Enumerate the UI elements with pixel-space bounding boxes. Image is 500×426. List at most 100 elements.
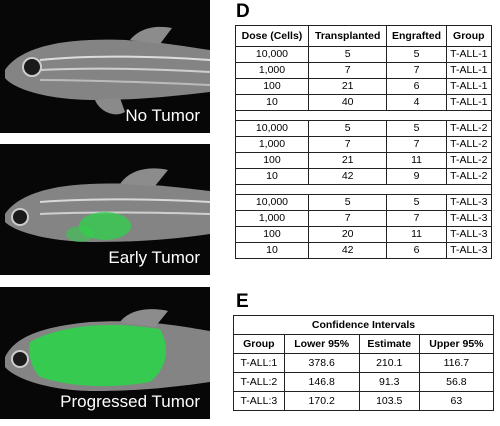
table-cell: 1,000 [235,210,309,227]
table-cell: 20 [307,226,388,243]
confidence-title-row: Confidence Intervals [233,315,494,335]
zebrafish-c-image [5,309,210,391]
table-cell: 9 [386,168,447,185]
table-cell: T-ALL-2 [445,152,493,169]
table-cell: 40 [307,94,388,111]
table-row: 100 20 11 T-ALL-3 [235,226,493,243]
table-cell: T-ALL-1 [445,46,493,63]
table-cell: 11 [386,152,447,169]
panel-e-letter: E [236,291,249,312]
table-cell: 10,000 [235,194,309,211]
table-cell: T-ALL-1 [445,94,493,111]
table-cell: T-ALL-3 [445,194,493,211]
table-cell: T-ALL:3 [233,391,285,411]
table-cell: 100 [235,78,309,95]
table-cell: 11 [386,226,447,243]
zebrafish-photo-no-tumor: No Tumor [0,0,210,133]
table-cell: 5 [307,46,388,63]
table-cell: 56.8 [418,372,495,392]
table-row: 1,000 7 7 T-ALL-1 [235,62,493,79]
table-cell: 6 [386,242,447,259]
caption-progressed-tumor: Progressed Tumor [60,392,200,411]
table-cell: 6 [386,78,447,95]
table-cell: T-ALL-1 [445,62,493,79]
table-cell: 10,000 [235,120,309,137]
panel-d-letter: D [236,1,250,22]
table-cell: 21 [307,78,388,95]
table-cell: T-ALL-3 [445,226,493,243]
header-dose: Dose (Cells) [235,25,309,47]
table-cell: 378.6 [283,353,360,373]
table-cell: 1,000 [235,62,309,79]
confidence-table-body: T-ALL:1 378.6 210.1 116.7 T-ALL:2 146.8 91.3 56… [233,353,495,411]
table-row: T-ALL:1 378.6 210.1 116.7 [233,353,495,373]
zebrafish-a-image [5,26,210,115]
table-cell: 170.2 [283,391,360,411]
table-cell: 10 [235,242,309,259]
table-cell: T-ALL:2 [233,372,285,392]
engraftment-table-body: 10,000 5 5 T-ALL-1 1,000 7 7 T-ALL-1 100 21 6 T-ALL… [235,46,493,259]
header-engrafted: Engrafted [386,25,447,47]
table-cell: 91.3 [358,372,420,392]
group-separator-cell [235,184,492,195]
table-cell: 100 [235,226,309,243]
table-cell: 5 [386,120,447,137]
table-row: T-ALL:2 146.8 91.3 56.8 [233,372,495,392]
confidence-header-row: Group Lower 95% Estimate Upper 95% [233,334,495,354]
header-estimate: Estimate [358,334,420,354]
table-cell: 21 [307,152,388,169]
confidence-title: Confidence Intervals [233,315,494,335]
engraftment-table-header-row: Dose (Cells) Transplanted Engrafted Grou… [235,25,493,47]
table-cell: 5 [307,194,388,211]
group-separator [235,184,492,195]
zebrafish-photo-early-tumor: Early Tumor [0,144,210,275]
table-cell: T-ALL-3 [445,210,493,227]
table-row: 100 21 11 T-ALL-2 [235,152,493,169]
zebrafish-photo-progressed-tumor: Progressed Tumor [0,287,210,419]
table-row: 10,000 5 5 T-ALL-3 [235,194,493,211]
table-cell: T-ALL-2 [445,136,493,153]
table-cell: 146.8 [283,372,360,392]
table-cell: 1,000 [235,136,309,153]
table-cell: 7 [307,62,388,79]
engraftment-table: Dose (Cells) Transplanted Engrafted Grou… [235,25,493,259]
table-cell: T-ALL:1 [233,353,285,373]
table-cell: 10 [235,168,309,185]
header-upper-95: Upper 95% [418,334,495,354]
table-row: 10 42 6 T-ALL-3 [235,242,493,259]
table-cell: T-ALL-1 [445,78,493,95]
header-group: Group [445,25,493,47]
table-cell: 7 [386,136,447,153]
table-cell: 63 [418,391,495,411]
table-row: 10 40 4 T-ALL-1 [235,94,493,111]
table-cell: 103.5 [358,391,420,411]
header-group: Group [233,334,285,354]
table-row: 100 21 6 T-ALL-1 [235,78,493,95]
table-cell: 7 [386,62,447,79]
caption-early-tumor: Early Tumor [108,248,200,267]
table-cell: 4 [386,94,447,111]
table-cell: 5 [386,46,447,63]
header-transplanted: Transplanted [307,25,388,47]
table-cell: 7 [307,210,388,227]
zebrafish-b-image [5,168,210,242]
table-cell: 100 [235,152,309,169]
table-cell: T-ALL-2 [445,120,493,137]
table-cell: 5 [307,120,388,137]
table-row: 10 42 9 T-ALL-2 [235,168,493,185]
table-cell: T-ALL-3 [445,242,493,259]
table-row: 10,000 5 5 T-ALL-1 [235,46,493,63]
table-cell: 42 [307,168,388,185]
table-cell: 210.1 [358,353,420,373]
table-row: 1,000 7 7 T-ALL-3 [235,210,493,227]
group-separator [235,110,492,121]
table-cell: 5 [386,194,447,211]
table-cell: 10,000 [235,46,309,63]
table-row: 10,000 5 5 T-ALL-2 [235,120,493,137]
table-cell: 116.7 [418,353,495,373]
caption-no-tumor: No Tumor [125,106,200,125]
table-cell: T-ALL-2 [445,168,493,185]
table-cell: 7 [386,210,447,227]
table-row: 1,000 7 7 T-ALL-2 [235,136,493,153]
group-separator-cell [235,110,492,121]
